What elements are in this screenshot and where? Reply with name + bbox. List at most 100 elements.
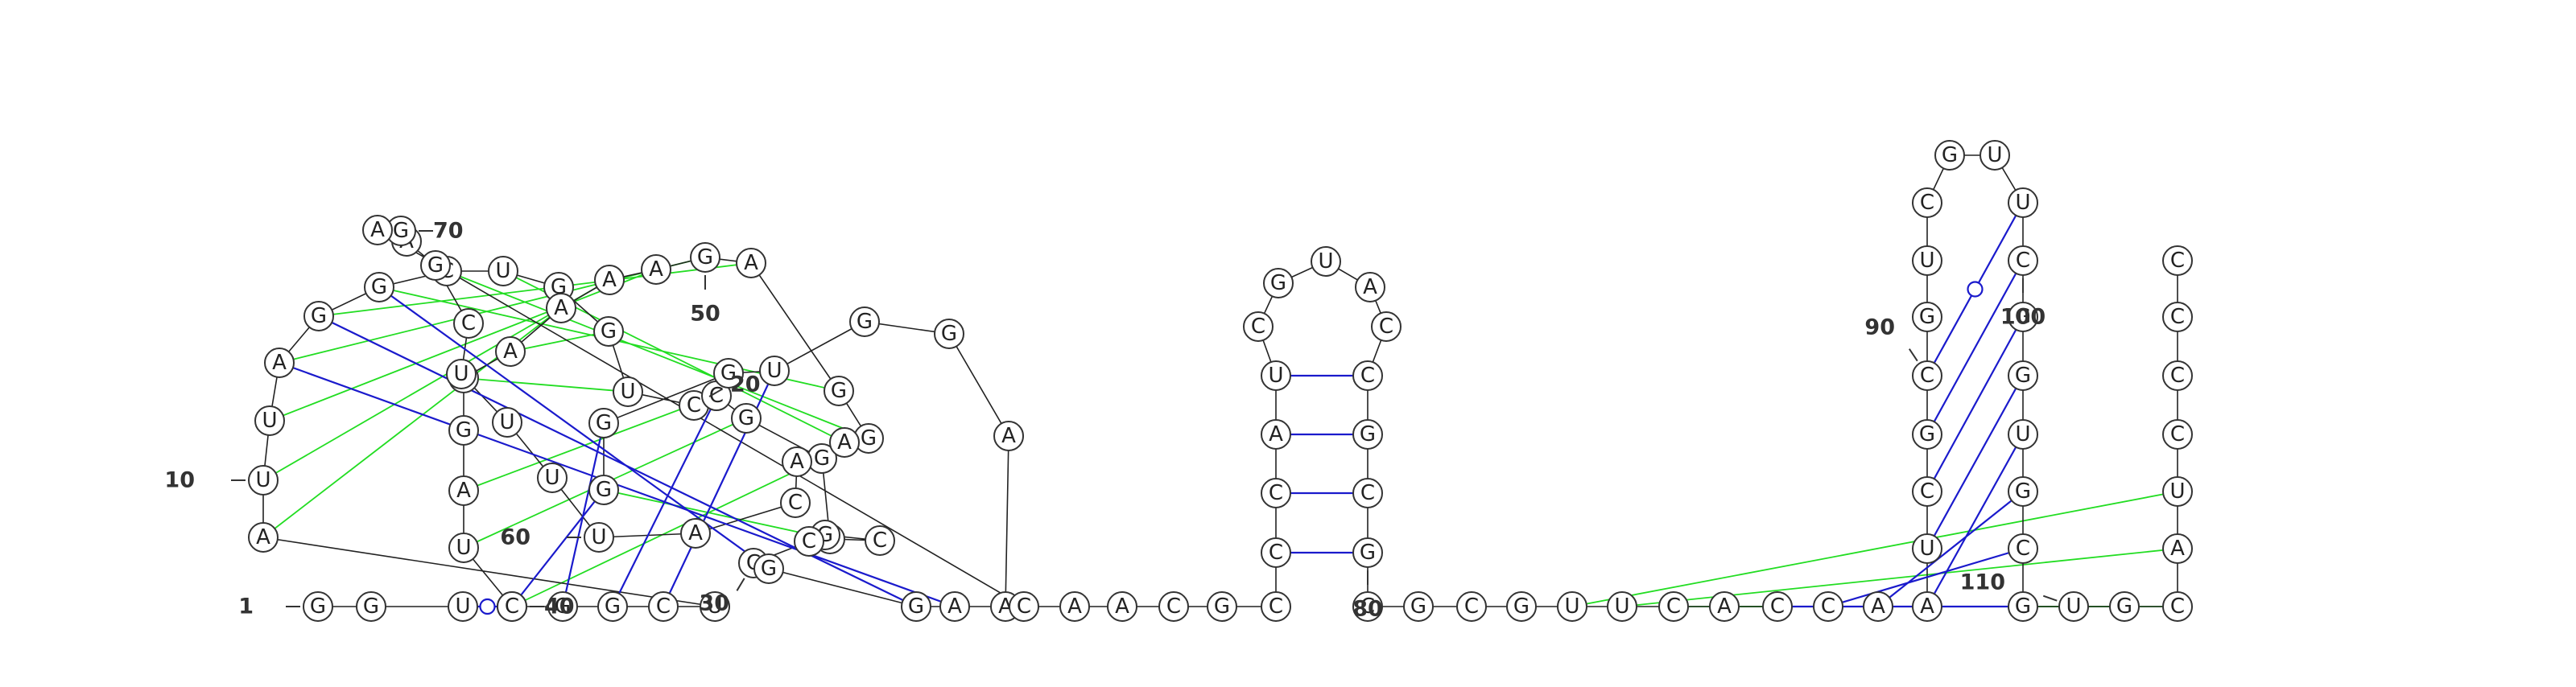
nucleotide: U bbox=[2058, 591, 2089, 622]
nucleotide-letter: U bbox=[2169, 479, 2185, 504]
nucleotide-circle bbox=[594, 265, 625, 295]
nucleotide-letter: A bbox=[947, 594, 962, 619]
nucleotide-circle bbox=[420, 250, 451, 281]
nucleotide-circle bbox=[993, 421, 1024, 451]
nucleotide: U bbox=[2162, 476, 2193, 507]
nucleotide-letter: U bbox=[255, 468, 270, 492]
nucleotide-letter: U bbox=[2066, 594, 2081, 619]
nucleotide: U bbox=[492, 407, 522, 438]
nucleotide: U bbox=[2008, 419, 2038, 450]
nucleotide: C bbox=[2008, 533, 2038, 564]
nucleotide: G bbox=[303, 591, 333, 622]
nucleotide-letter: C bbox=[1269, 541, 1283, 565]
nucleotide-circle bbox=[264, 348, 295, 378]
nucleotide: C bbox=[1912, 476, 1942, 507]
nucleotide-circle bbox=[1557, 591, 1587, 622]
nucleotide-circle bbox=[497, 591, 527, 622]
nucleotide: U bbox=[446, 359, 477, 389]
nucleotide-letter: A bbox=[744, 251, 758, 275]
nucleotide-letter: A bbox=[688, 521, 703, 545]
nucleotide: A bbox=[248, 522, 279, 553]
nucleotide-circle bbox=[1311, 246, 1341, 277]
position-label: 40 bbox=[544, 594, 575, 619]
nucleotide: C bbox=[2008, 245, 2038, 276]
nucleotide-letter: C bbox=[2170, 249, 2185, 273]
nucleotide: A bbox=[782, 446, 812, 477]
nucleotide: A bbox=[448, 475, 479, 506]
nucleotide: C bbox=[453, 308, 484, 339]
base-pair-line bbox=[561, 422, 605, 607]
nucleotide-letter: A bbox=[2170, 537, 2185, 561]
nucleotide-letter: C bbox=[1666, 594, 1681, 619]
nucleotide-circle bbox=[1352, 478, 1383, 508]
nucleotide: G bbox=[420, 250, 451, 281]
nucleotide-circle bbox=[1261, 591, 1291, 622]
nucleotide: G bbox=[690, 242, 720, 273]
position-label: 60 bbox=[500, 525, 530, 550]
nucleotide: U bbox=[759, 356, 790, 386]
nucleotide-letter: A bbox=[649, 257, 663, 282]
base-pair-line bbox=[612, 372, 729, 607]
nucleotide-circle bbox=[1506, 591, 1537, 622]
nucleotide-letter: G bbox=[857, 310, 873, 334]
nucleotide-circle bbox=[939, 591, 970, 622]
nucleotide: G bbox=[1506, 591, 1537, 622]
nucleotide-letter: A bbox=[1871, 594, 1885, 619]
nucleotide: G bbox=[1403, 591, 1434, 622]
backbone-path bbox=[262, 154, 2178, 608]
nucleotide: G bbox=[386, 216, 416, 246]
position-tick bbox=[736, 578, 745, 591]
base-pair-line bbox=[1827, 547, 2024, 608]
nucleotide-circle bbox=[2058, 591, 2089, 622]
nucleotide-circle bbox=[2162, 533, 2193, 564]
nucleotide-letter: G bbox=[861, 426, 877, 450]
nucleotide: G bbox=[901, 591, 931, 622]
nucleotide: G bbox=[853, 423, 884, 454]
nucleotide-letter: G bbox=[2116, 594, 2132, 619]
nucleotide: A bbox=[1355, 272, 1385, 302]
nucleotide: A bbox=[680, 518, 711, 549]
nucleotide-letter: C bbox=[656, 594, 671, 619]
nucleotide-letter: U bbox=[1318, 249, 1333, 274]
nucleotide-circle bbox=[1762, 591, 1793, 622]
nucleotide-letter: C bbox=[1379, 315, 1393, 339]
nucleotide-circle bbox=[495, 336, 526, 367]
nucleotide-circle bbox=[1658, 591, 1689, 622]
nucleotide-letter: G bbox=[1270, 271, 1286, 295]
nucleotide-letter: G bbox=[831, 379, 847, 403]
nucleotide: C bbox=[1762, 591, 1793, 622]
nucleotide-letter: U bbox=[455, 594, 470, 619]
nucleotide: G bbox=[588, 408, 619, 438]
nucleotide-circle bbox=[1863, 591, 1893, 622]
nucleotide: U bbox=[448, 533, 479, 563]
nucleotide: U bbox=[1557, 591, 1587, 622]
nucleotide: U bbox=[537, 463, 568, 493]
nucleotide-circle bbox=[1352, 360, 1383, 391]
nucleotide-letter: G bbox=[1360, 422, 1376, 446]
nucleotide: A bbox=[362, 215, 393, 245]
nucleotide: U bbox=[1607, 591, 1637, 622]
nucleotide-letter: G bbox=[2015, 305, 2031, 329]
nucleotide: A bbox=[641, 254, 671, 285]
nucleotide: G bbox=[356, 591, 386, 622]
position-label: 30 bbox=[699, 591, 729, 616]
nucleotide: C bbox=[1261, 537, 1291, 568]
nucleotide-letter: C bbox=[1269, 594, 1283, 619]
tertiary-interaction-line bbox=[1621, 548, 2178, 607]
nucleotide-circle bbox=[865, 525, 895, 556]
nucleotide-letter: U bbox=[1919, 537, 1934, 561]
base-pairs bbox=[279, 202, 2024, 615]
wobble-pair-marker bbox=[479, 598, 496, 615]
nucleotide: U bbox=[1912, 533, 1942, 564]
nucleotide: C bbox=[2162, 302, 2193, 332]
nucleotide-circle bbox=[248, 522, 279, 553]
nucleotide: C bbox=[1352, 591, 1383, 622]
nucleotide-circle bbox=[2162, 245, 2193, 276]
nucleotide-letter: G bbox=[761, 557, 777, 581]
nucleotide: G bbox=[1352, 537, 1383, 568]
nucleotide-letter: G bbox=[605, 594, 621, 619]
position-label: 50 bbox=[690, 302, 720, 327]
nucleotide-letter: G bbox=[311, 304, 327, 328]
nucleotide: G bbox=[448, 415, 479, 446]
nucleotide-circle bbox=[546, 293, 576, 323]
